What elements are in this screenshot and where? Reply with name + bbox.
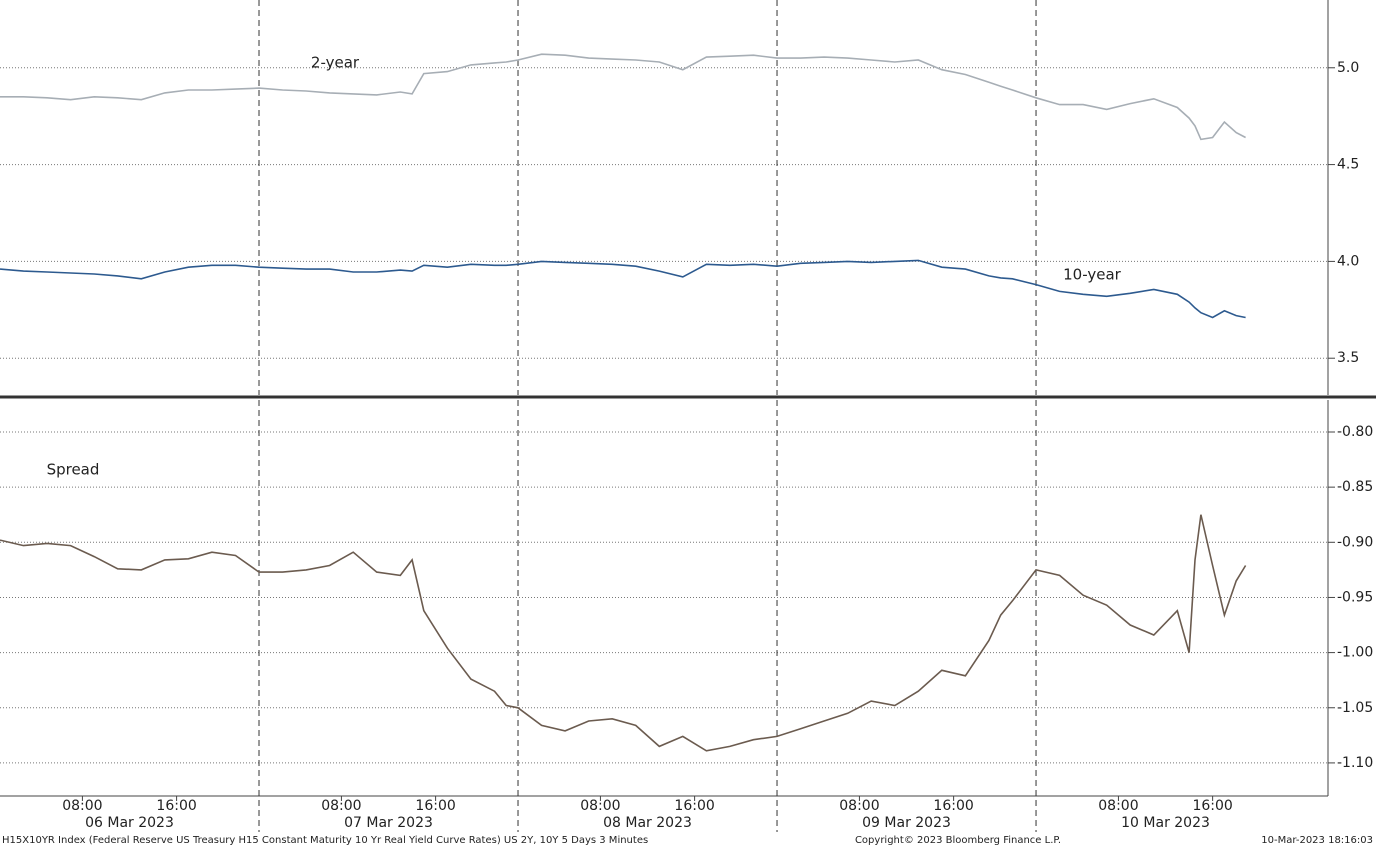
y-tick-label: -1.00 xyxy=(1337,645,1373,661)
date-label: 08 Mar 2023 xyxy=(603,815,692,831)
timestamp: 10-Mar-2023 18:16:03 xyxy=(1261,835,1373,846)
y-tick-label: 4.0 xyxy=(1337,253,1359,269)
series-label: 2-year xyxy=(311,54,360,72)
x-tick-label: 08:00 xyxy=(321,798,361,814)
x-tick-label: 08:00 xyxy=(839,798,879,814)
y-tick-label: -1.10 xyxy=(1337,755,1373,771)
series-label: 10-year xyxy=(1063,266,1122,284)
date-label: 10 Mar 2023 xyxy=(1121,815,1210,831)
x-tick-label: 08:00 xyxy=(62,798,102,814)
y-tick-label: 4.5 xyxy=(1337,157,1359,173)
y-tick-label: -0.85 xyxy=(1337,479,1373,495)
x-tick-label: 16:00 xyxy=(415,798,455,814)
series-label: Spread xyxy=(47,461,100,479)
y-tick-label: -0.95 xyxy=(1337,589,1373,605)
footnote: H15X10YR Index (Federal Reserve US Treas… xyxy=(2,835,648,846)
y-tick-label: 5.0 xyxy=(1337,60,1359,76)
y-tick-label: -0.80 xyxy=(1337,424,1373,440)
series-line xyxy=(0,53,1246,141)
x-tick-label: 08:00 xyxy=(1098,798,1138,814)
x-tick-label: 16:00 xyxy=(1192,798,1232,814)
copyright: Copyright© 2023 Bloomberg Finance L.P. xyxy=(855,835,1061,846)
date-label: 07 Mar 2023 xyxy=(344,815,433,831)
x-tick-label: 16:00 xyxy=(674,798,714,814)
x-tick-label: 08:00 xyxy=(580,798,620,814)
x-tick-label: 16:00 xyxy=(156,798,196,814)
y-tick-label: -1.05 xyxy=(1337,700,1373,716)
date-label: 06 Mar 2023 xyxy=(85,815,174,831)
y-tick-label: 3.5 xyxy=(1337,350,1359,366)
series-line xyxy=(0,259,1246,319)
series-line xyxy=(0,514,1247,752)
y-tick-label: -0.90 xyxy=(1337,534,1373,550)
x-tick-label: 16:00 xyxy=(933,798,973,814)
date-label: 09 Mar 2023 xyxy=(862,815,951,831)
